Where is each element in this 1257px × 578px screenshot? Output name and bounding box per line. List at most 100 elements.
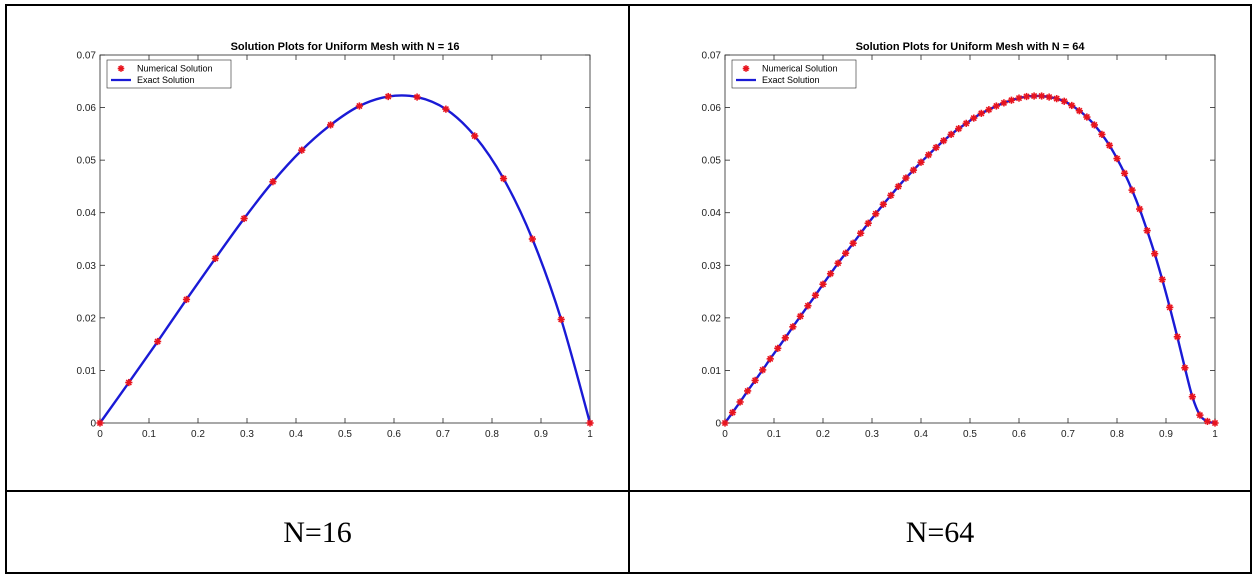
numerical-solution-point bbox=[269, 178, 277, 186]
numerical-solution-point bbox=[962, 119, 970, 127]
numerical-solution-point bbox=[471, 132, 479, 140]
numerical-solution-point bbox=[1158, 275, 1166, 284]
caption-n64: N=64 bbox=[905, 516, 975, 549]
numerical-solution-point bbox=[872, 210, 880, 218]
numerical-solution-point bbox=[1196, 411, 1204, 419]
legend-numerical-marker bbox=[117, 65, 125, 72]
numerical-solution-point bbox=[902, 174, 910, 182]
numerical-solution-point bbox=[240, 214, 248, 223]
numerical-solution-point bbox=[1120, 169, 1129, 177]
numerical-solution-point bbox=[1128, 186, 1136, 194]
numerical-solution-point bbox=[1030, 92, 1038, 100]
numerical-solution-point bbox=[1113, 154, 1121, 163]
x-tick-label: 0 bbox=[722, 429, 728, 440]
numerical-solution-point bbox=[1007, 96, 1016, 104]
x-tick-label: 0.9 bbox=[1159, 429, 1173, 440]
numerical-solution-point bbox=[384, 92, 392, 101]
numerical-solution-point bbox=[721, 419, 729, 427]
x-tick-label: 0.7 bbox=[1061, 429, 1075, 440]
x-tick-label: 0.6 bbox=[387, 429, 401, 440]
y-tick-label: 0.01 bbox=[77, 366, 97, 377]
numerical-solution-point bbox=[774, 344, 782, 352]
numerical-solution-point bbox=[947, 130, 955, 138]
numerical-solution-point bbox=[924, 151, 933, 159]
y-tick-label: 0.07 bbox=[702, 51, 722, 62]
y-tick-label: 0.05 bbox=[77, 156, 97, 167]
y-tick-label: 0.07 bbox=[77, 51, 97, 62]
numerical-solution-point bbox=[154, 337, 162, 346]
caption-n16: N=16 bbox=[283, 516, 352, 549]
numerical-solution-point bbox=[1105, 141, 1114, 150]
y-tick-label: 0 bbox=[90, 419, 96, 430]
legend-numerical-marker bbox=[742, 65, 750, 72]
y-tick-label: 0.03 bbox=[77, 261, 97, 272]
numerical-solution-point bbox=[909, 166, 918, 174]
numerical-solution-point bbox=[811, 291, 820, 299]
numerical-solution-point bbox=[744, 387, 752, 395]
legend-label-exact: Exact Solution bbox=[137, 75, 195, 85]
numerical-solution-point bbox=[826, 270, 835, 278]
numerical-solution-point bbox=[557, 315, 565, 324]
numerical-solution-point bbox=[985, 106, 993, 114]
y-tick-label: 0.02 bbox=[77, 313, 97, 324]
x-tick-label: 0.6 bbox=[1012, 429, 1026, 440]
numerical-solution-point bbox=[528, 235, 536, 243]
x-tick-label: 0.1 bbox=[142, 429, 156, 440]
x-tick-label: 0.8 bbox=[485, 429, 499, 440]
numerical-solution-point bbox=[499, 174, 508, 183]
table-divider-horizontal bbox=[5, 490, 1252, 492]
numerical-solution-point bbox=[326, 121, 335, 129]
numerical-solution-point bbox=[842, 249, 850, 257]
y-tick-label: 0.03 bbox=[702, 261, 722, 272]
chart-n64: Solution Plots for Uniform Mesh with N =… bbox=[702, 41, 1219, 440]
numerical-solution-point bbox=[879, 200, 887, 208]
x-tick-label: 0.7 bbox=[436, 429, 450, 440]
numerical-solution-point bbox=[1000, 99, 1008, 107]
numerical-solution-point bbox=[298, 146, 306, 154]
x-tick-label: 0.4 bbox=[914, 429, 928, 440]
table-divider-vertical bbox=[628, 4, 630, 574]
x-tick-label: 0.1 bbox=[767, 429, 781, 440]
chart-title: Solution Plots for Uniform Mesh with N =… bbox=[856, 41, 1086, 53]
numerical-solution-point bbox=[1075, 107, 1083, 115]
numerical-solution-point bbox=[586, 419, 594, 427]
legend-box bbox=[731, 59, 857, 89]
numerical-solution-point bbox=[864, 219, 872, 227]
numerical-solution-point bbox=[970, 114, 978, 122]
numerical-solution-point bbox=[1045, 93, 1053, 101]
legend-box bbox=[106, 59, 232, 89]
chart-n16: Solution Plots for Uniform Mesh with N =… bbox=[77, 41, 594, 440]
numerical-solution-point bbox=[781, 334, 789, 342]
x-tick-label: 0.5 bbox=[338, 429, 352, 440]
x-tick-label: 1 bbox=[587, 429, 593, 440]
y-tick-label: 0 bbox=[715, 419, 721, 430]
numerical-solution-point bbox=[796, 312, 804, 320]
numerical-solution-point bbox=[211, 254, 219, 263]
legend-label-numerical: Numerical Solution bbox=[137, 64, 213, 74]
y-tick-label: 0.06 bbox=[77, 103, 97, 114]
numerical-solution-point bbox=[1203, 417, 1212, 426]
legend-label-exact: Exact Solution bbox=[762, 75, 820, 85]
numerical-solution-point bbox=[1166, 303, 1174, 311]
numerical-solution-point bbox=[1173, 333, 1181, 341]
x-tick-label: 0.8 bbox=[1110, 429, 1124, 440]
numerical-solution-point bbox=[355, 102, 364, 110]
y-tick-label: 0.04 bbox=[702, 208, 722, 219]
numerical-solution-point bbox=[1151, 250, 1159, 258]
numerical-solution-point bbox=[1188, 393, 1196, 401]
x-tick-label: 0.3 bbox=[865, 429, 879, 440]
numerical-solution-point bbox=[1038, 92, 1046, 100]
numerical-solution-point bbox=[1068, 101, 1076, 110]
numerical-solution-point bbox=[1090, 121, 1098, 129]
numerical-solution-point bbox=[804, 302, 812, 310]
numerical-solution-point bbox=[1083, 113, 1091, 121]
numerical-solution-point bbox=[413, 93, 421, 101]
numerical-solution-point bbox=[955, 125, 963, 133]
numerical-solution-point bbox=[992, 102, 1000, 110]
y-tick-label: 0.06 bbox=[702, 103, 722, 114]
y-tick-label: 0.01 bbox=[702, 366, 722, 377]
y-tick-label: 0.02 bbox=[702, 313, 722, 324]
numerical-solution-point bbox=[819, 280, 827, 288]
numerical-solution-point bbox=[1211, 419, 1219, 427]
